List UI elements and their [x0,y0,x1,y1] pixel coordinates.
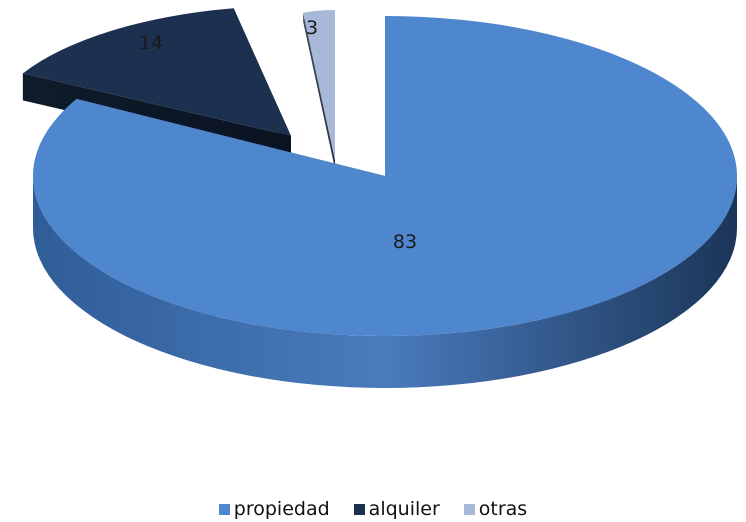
data-label-propiedad: 83 [393,231,417,253]
legend: propiedad alquiler otras [0,497,746,521]
slice-propiedad-side [33,176,737,388]
data-label-alquiler: 14 [139,32,163,54]
slice-propiedad [32,16,738,336]
legend-item-otras: otras [463,498,528,520]
slice-alquiler [22,8,291,136]
legend-label-otras: otras [478,498,528,520]
legend-label-alquiler: alquiler [368,498,440,520]
slice-otras [303,10,335,160]
legend-item-propiedad: propiedad [218,498,330,520]
data-label-otras: 3 [306,17,318,39]
legend-item-alquiler: alquiler [353,498,440,520]
slice-otras-edge-start [303,12,335,170]
legend-swatch-propiedad [218,503,230,515]
legend-swatch-alquiler [353,503,365,515]
legend-label-propiedad: propiedad [233,498,330,520]
legend-swatch-otras [463,503,475,515]
